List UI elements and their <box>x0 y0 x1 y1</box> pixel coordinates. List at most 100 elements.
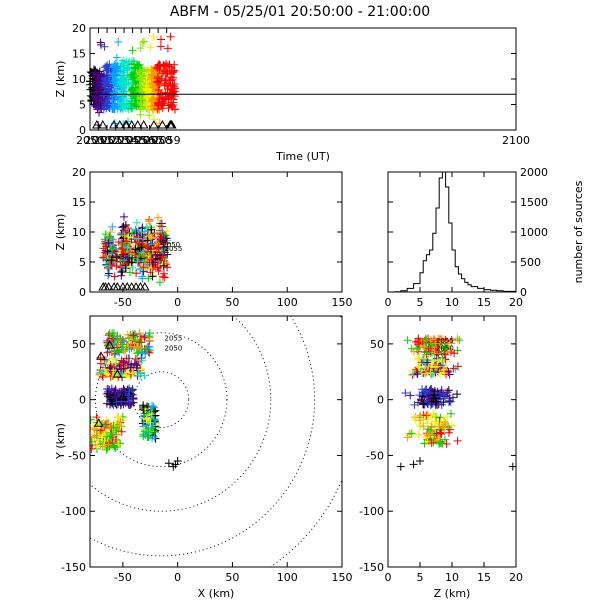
z-y-point <box>445 345 454 354</box>
time-height-point <box>136 44 145 53</box>
x-z-point <box>101 261 110 270</box>
time-height-point <box>109 88 118 97</box>
time-height-point <box>135 75 144 84</box>
x-tick-label: 100 <box>277 571 298 584</box>
z-y-point <box>437 355 446 364</box>
range-ring <box>269 316 342 567</box>
x-z-point <box>146 254 155 263</box>
x-z-point <box>143 223 152 232</box>
z-y-point <box>415 391 424 400</box>
y-tick-label: 10 <box>72 226 86 239</box>
plan-view-point <box>104 440 113 449</box>
time-height-point <box>138 38 147 47</box>
time-height-point <box>145 111 154 120</box>
plan-view-point <box>129 394 138 403</box>
z-y-point <box>407 429 416 438</box>
plan-view-point <box>116 334 125 343</box>
x-z-point <box>120 212 129 221</box>
time-height-point <box>114 37 123 46</box>
y-tick-label: 5 <box>79 256 86 269</box>
y-tick-label: 15 <box>72 196 86 209</box>
x-z-point <box>153 254 162 263</box>
time-height-point <box>156 42 165 51</box>
plan-view-points <box>90 329 182 471</box>
x-z-point <box>155 278 164 287</box>
plan-view-point <box>126 369 135 378</box>
z-y-point <box>409 460 418 469</box>
x-z-station-triangle <box>139 281 150 291</box>
time-height-point <box>148 70 157 79</box>
y-tick-label: 0 <box>377 394 384 407</box>
time-height-point <box>168 75 177 84</box>
x-axis-label-plan: X (km) <box>198 587 235 600</box>
z-y-point <box>416 416 425 425</box>
time-height-point <box>112 75 121 84</box>
plan-view-point <box>149 423 158 432</box>
time-height-point <box>119 103 128 112</box>
z-y-point <box>411 337 420 346</box>
station-triangle <box>149 119 159 129</box>
x-tick-label: 10 <box>445 296 459 309</box>
z-y-point <box>423 419 432 428</box>
time-height-point <box>136 70 145 79</box>
time-height-point <box>154 85 163 94</box>
z-y-points <box>396 334 517 471</box>
y-tick-label: 50 <box>72 338 86 351</box>
station-triangle <box>132 119 143 129</box>
z-y-point <box>429 409 438 418</box>
z-y-point <box>413 370 422 379</box>
x-tick-label: 2052 <box>93 134 121 147</box>
x-z-point <box>159 269 168 278</box>
plan-view-point <box>98 431 107 440</box>
z-y-point <box>443 388 452 397</box>
z-y-point <box>431 363 440 372</box>
x-tick-label: 150 <box>332 571 353 584</box>
plan-view-point <box>102 432 111 441</box>
z-y-point <box>426 426 435 435</box>
time-height-point <box>156 90 165 99</box>
z-y-point <box>435 422 444 431</box>
plan-view-point <box>149 402 158 411</box>
time-height-point <box>170 79 179 88</box>
plan-view-point <box>123 393 132 402</box>
x-tick-label: 100 <box>277 296 298 309</box>
plan-view-point <box>139 403 148 412</box>
y-tick-label: -100 <box>61 505 86 518</box>
time-height-point <box>156 35 165 44</box>
plan-view-point <box>117 397 126 406</box>
plan-view-point <box>110 418 119 427</box>
x-z-point <box>108 222 117 231</box>
time-height-point <box>128 70 137 79</box>
x-z-point <box>153 263 162 272</box>
z-y-point <box>437 400 446 409</box>
x-z-point <box>128 228 137 237</box>
y-tick-label: 500 <box>520 256 541 269</box>
x-z-point <box>107 256 116 265</box>
time-height-point <box>118 89 127 98</box>
time-height-point <box>111 84 120 93</box>
time-height-point <box>161 88 170 97</box>
plan-view-point <box>116 413 125 422</box>
z-y-point <box>447 339 456 348</box>
x-z-point <box>114 238 123 247</box>
x-z-point <box>141 262 150 271</box>
time-height-point <box>167 63 176 72</box>
x-z-point <box>135 239 144 248</box>
x-z-point <box>132 269 141 278</box>
x-z-point <box>131 245 140 254</box>
time-height-point <box>163 44 172 53</box>
time-height-point <box>102 66 111 75</box>
x-z-point <box>151 250 160 259</box>
z-y-point <box>422 348 431 357</box>
x-z-point <box>117 268 126 277</box>
x-tick-label: 0 <box>174 571 181 584</box>
time-height-panel: 2050205120522053205420552056205720582059… <box>54 22 530 163</box>
x-z-points <box>99 212 172 287</box>
plan-view-point <box>90 444 96 453</box>
x-tick-label: 2051 <box>85 134 113 147</box>
x-z-point <box>145 217 154 226</box>
z-y-point <box>416 457 424 466</box>
time-height-point <box>96 40 105 49</box>
x-tick-label: 2050 <box>76 134 104 147</box>
z-y-point <box>427 438 436 447</box>
